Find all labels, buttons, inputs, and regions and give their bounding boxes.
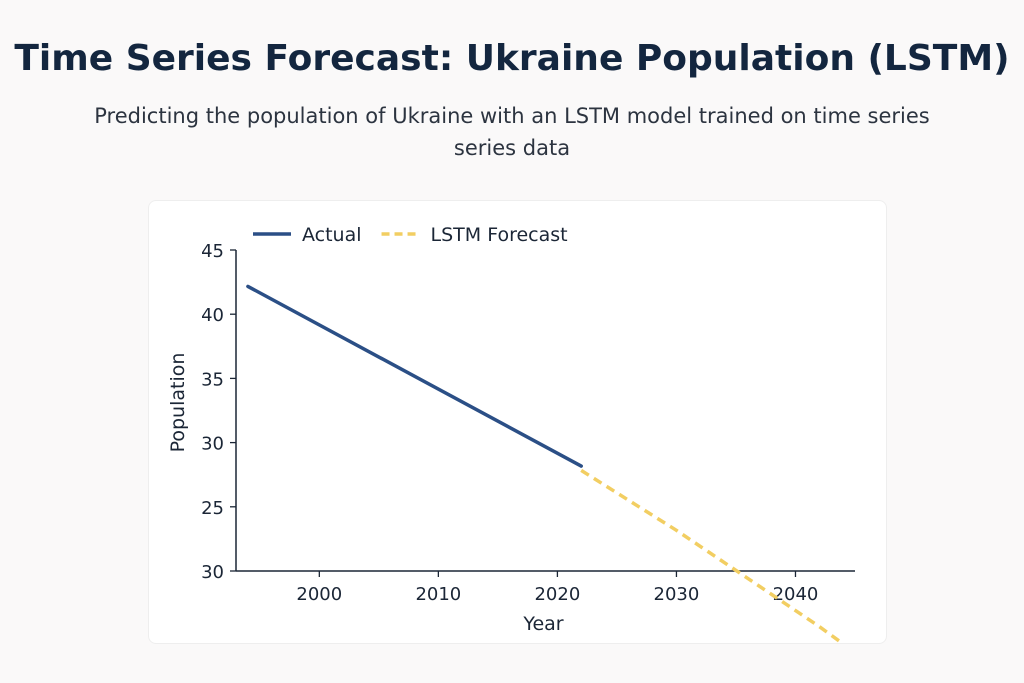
y-tick-label: 30	[201, 434, 224, 455]
x-tick-label: 2010	[415, 584, 461, 605]
y-tick-label: 40	[201, 305, 224, 326]
axes: 45 40 35 30 25 30 2000 2010 2020 2030 2040 Year Popu…	[167, 241, 855, 635]
y-tick-label: 25	[201, 498, 224, 519]
x-tick-label: 2040	[773, 584, 819, 605]
subtitle-line-1: Predicting the population of Ukraine wit…	[94, 104, 930, 128]
page-title: Time Series Forecast: Ukraine Population…	[14, 38, 1010, 79]
legend-label-lstm-forecast: LSTM Forecast	[431, 224, 568, 246]
x-axis-label: Year	[522, 613, 563, 635]
x-tick-label: 2000	[296, 584, 342, 605]
y-tick-label: 30	[201, 562, 224, 583]
subtitle-line-2: series data	[453, 136, 571, 160]
series-line-actual	[246, 284, 583, 468]
y-tick-label: 45	[201, 241, 224, 262]
legend-label-actual: Actual	[302, 224, 362, 246]
series-layer	[246, 284, 845, 646]
x-tick-label: 2020	[534, 584, 580, 605]
legend: Actual LSTM Forecast	[253, 224, 568, 246]
chart-card	[148, 200, 887, 644]
x-tick-label: 2030	[654, 584, 700, 605]
y-axis-label: Population	[167, 353, 189, 453]
y-tick-label: 35	[201, 369, 224, 390]
page-subtitle: Predicting the population of Ukraine wit…	[90, 100, 934, 164]
series-line-lstm-forecast	[580, 468, 845, 646]
